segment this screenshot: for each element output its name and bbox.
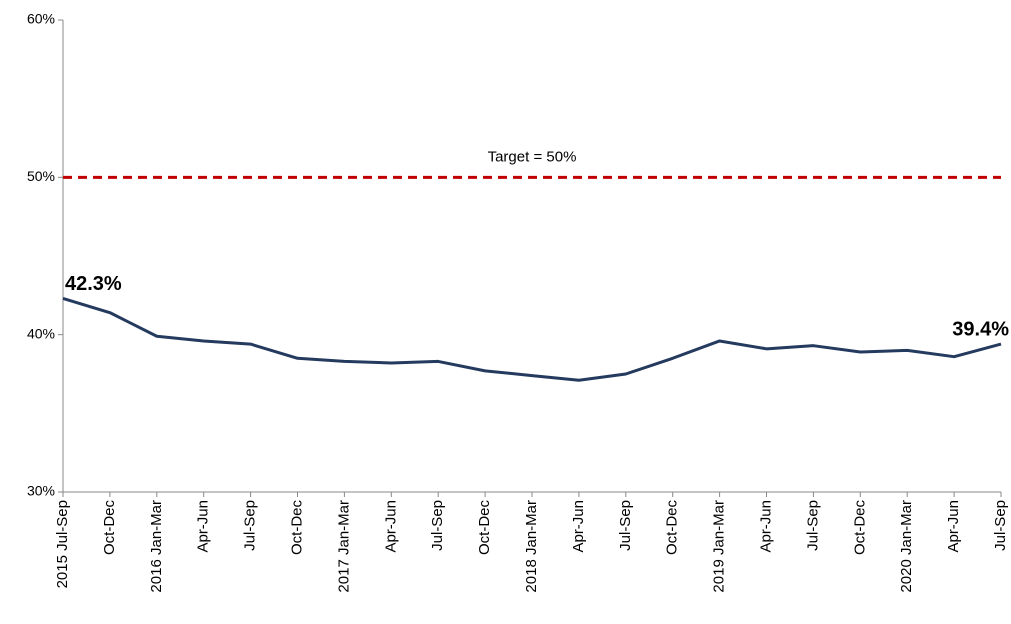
x-tick-label: Oct-Dec xyxy=(851,500,868,556)
target-label: Target = 50% xyxy=(488,148,577,165)
y-tick-label: 50% xyxy=(27,168,55,184)
data-label: 39.4% xyxy=(952,318,1009,340)
x-tick-label: 2017 Jan-Mar xyxy=(335,500,352,593)
data-label: 42.3% xyxy=(65,273,122,295)
x-tick-label: Oct-Dec xyxy=(476,500,493,556)
x-tick-label: Apr-Jun xyxy=(757,500,774,553)
y-tick-label: 60% xyxy=(27,11,55,27)
x-tick-label: Apr-Jun xyxy=(382,500,399,553)
x-tick-label: Apr-Jun xyxy=(195,500,212,553)
x-tick-label: 2019 Jan-Mar xyxy=(711,500,728,593)
x-tick-label: Jul-Sep xyxy=(804,500,821,551)
x-tick-label: Jul-Sep xyxy=(429,500,446,551)
x-tick-label: 2016 Jan-Mar xyxy=(148,500,165,593)
x-tick-label: Apr-Jun xyxy=(945,500,962,553)
x-tick-label: Oct-Dec xyxy=(664,500,681,556)
data-line xyxy=(62,297,1002,382)
x-tick-label: Oct-Dec xyxy=(288,500,305,556)
x-tick-label: Oct-Dec xyxy=(101,500,118,556)
x-tick-label: 2015 Jul-Sep xyxy=(54,500,71,588)
y-tick-label: 40% xyxy=(27,325,55,341)
x-tick-label: Jul-Sep xyxy=(242,500,259,551)
x-tick-label: Apr-Jun xyxy=(570,500,587,553)
y-tick-label: 30% xyxy=(27,483,55,499)
x-tick-label: Jul-Sep xyxy=(617,500,634,551)
x-tick-label: 2018 Jan-Mar xyxy=(523,500,540,593)
x-tick-label: Jul-Sep xyxy=(992,500,1009,551)
x-tick-label: 2020 Jan-Mar xyxy=(898,500,915,593)
